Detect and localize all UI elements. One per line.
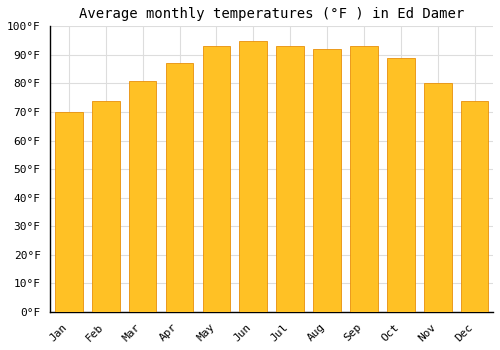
Bar <box>387 58 414 312</box>
Bar <box>129 80 156 312</box>
Bar <box>92 100 120 312</box>
Bar <box>202 46 230 312</box>
Bar <box>55 112 82 312</box>
Bar <box>240 41 267 312</box>
Bar <box>313 49 341 312</box>
Bar <box>350 46 378 312</box>
Bar <box>461 100 488 312</box>
Bar <box>424 83 452 312</box>
Title: Average monthly temperatures (°F ) in Ed Damer: Average monthly temperatures (°F ) in Ed… <box>79 7 464 21</box>
Bar <box>276 46 304 312</box>
Bar <box>166 63 194 312</box>
